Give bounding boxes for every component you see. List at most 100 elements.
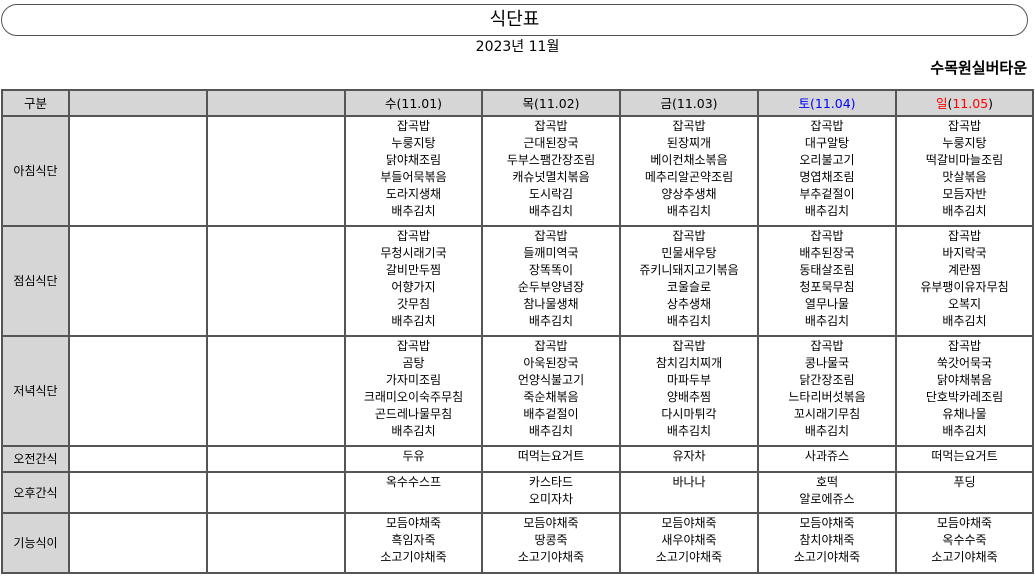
menu-item: 대구알탕	[804, 136, 850, 150]
menu-item: 된장찌개	[666, 136, 712, 150]
organization-name: 수목원실버타운	[930, 59, 1027, 77]
menu-cell: 모듬야채죽 땅콩죽 소고기야채죽	[481, 512, 621, 574]
menu-item: 잡곡밥	[947, 339, 982, 353]
menu-item: 모듬야채죽	[661, 516, 717, 530]
menu-item: 단호박카레조림	[925, 390, 1004, 404]
menu-cell: 사과쥬스	[757, 445, 897, 473]
menu-item: 베이컨채소볶음	[650, 153, 728, 167]
menu-item: 배추김치	[804, 314, 850, 328]
day-date: (11.02)	[533, 96, 580, 111]
menu-item: 참치야채죽	[799, 533, 855, 547]
menu-item: 동태살조림	[799, 263, 855, 277]
day-name: 토	[798, 96, 810, 111]
menu-item: 누룽지탕	[391, 136, 436, 150]
day-header-wed: 수(11.01)	[344, 89, 483, 117]
menu-item: 상추생채	[666, 297, 712, 311]
menu-cell: 푸딩	[895, 471, 1034, 514]
menu-item: 부들어묵볶음	[380, 170, 447, 184]
menu-item: 참나물생채	[523, 297, 579, 311]
menu-cell: 떠먹는요거트	[895, 445, 1034, 473]
menu-item: 배추김치	[666, 424, 712, 438]
menu-item: 잡곡밥	[672, 339, 706, 353]
menu-item: 어향가지	[391, 280, 436, 294]
menu-cell: 잡곡밥 근대된장국 두부스팸간장조림 캐슈넛멸치볶음 도시락김 배추김치	[481, 115, 621, 227]
menu-item: 쑥갓어묵국	[936, 356, 993, 370]
blank-cell	[206, 225, 346, 337]
menu-item: 양배추찜	[666, 390, 712, 404]
blank-cell	[68, 115, 208, 227]
meal-schedule-table: 구분 수(11.01) 목(11.02) 금(11.03) 토(11.04) 일…	[1, 89, 1034, 574]
menu-item: 떠먹는요거트	[517, 449, 585, 463]
menu-cell: 잡곡밥 된장찌개 베이컨채소볶음 메추리알곤약조림 양상추생채 배추김치	[619, 115, 759, 227]
menu-item: 떠먹는요거트	[931, 449, 998, 463]
menu-cell: 잡곡밥 바지락국 계란찜 유부팽이유자무침 오복지 배추김치	[895, 225, 1034, 337]
menu-item: 흑임자죽	[391, 533, 436, 547]
blank-cell	[68, 471, 208, 514]
blank-cell	[206, 445, 346, 473]
menu-cell: 잡곡밥 쑥갓어묵국 닭야채볶음 단호박카레조림 유채나물 배추김치	[895, 335, 1034, 447]
menu-item: 잡곡밥	[810, 119, 844, 133]
day-name: 금	[660, 96, 672, 111]
menu-item: 잡곡밥	[810, 339, 844, 353]
menu-cell: 바나나	[619, 471, 759, 514]
header-row: 구분 수(11.01) 목(11.02) 금(11.03) 토(11.04) 일…	[1, 89, 1034, 117]
menu-item: 소고기야채죽	[931, 550, 998, 564]
menu-item: 배추김치	[391, 204, 436, 218]
menu-item: 모듬야채죽	[799, 516, 855, 530]
menu-item: 카스타드	[528, 475, 574, 489]
menu-cell: 모듬야채죽 흑임자죽 소고기야채죽	[344, 512, 483, 574]
blank-cell	[68, 512, 208, 574]
menu-cell: 모듬야채죽 참치야채죽 소고기야채죽	[757, 512, 897, 574]
menu-item: 모듬자반	[942, 187, 987, 201]
day-date: (11.05)	[947, 96, 994, 111]
menu-item: 배추김치	[528, 204, 574, 218]
menu-item: 호떡	[815, 475, 839, 489]
row-label: 오후간식	[1, 471, 70, 514]
blank-cell	[206, 471, 346, 514]
menu-item: 푸딩	[953, 475, 976, 489]
row-label: 아침식단	[1, 115, 70, 227]
category-header: 구분	[1, 89, 70, 117]
menu-item: 배추김치	[804, 424, 850, 438]
menu-item: 땅콩죽	[534, 533, 568, 547]
day-header-sat: 토(11.04)	[757, 89, 897, 117]
menu-item: 배추김치	[391, 424, 436, 438]
menu-item: 도라지생채	[385, 187, 442, 201]
menu-item: 가자미조림	[385, 373, 442, 387]
menu-item: 배추김치	[666, 314, 712, 328]
menu-cell: 두유	[344, 445, 483, 473]
menu-item: 도시락김	[528, 187, 574, 201]
day-date: (11.03)	[671, 96, 718, 111]
menu-item: 잡곡밥	[396, 119, 431, 133]
menu-item: 언양식불고기	[517, 373, 585, 387]
row-afternoon-snack: 오후간식 옥수수스프 카스타드 오미자차 바나나 호떡 알로에쥬스 푸딩	[1, 471, 1034, 514]
day-header-thu: 목(11.02)	[481, 89, 621, 117]
menu-item: 바지락국	[942, 246, 987, 260]
menu-item: 배추김치	[528, 314, 574, 328]
menu-item: 잡곡밥	[534, 119, 568, 133]
menu-item: 갓무침	[396, 297, 431, 311]
menu-item: 닭간장조림	[799, 373, 855, 387]
menu-cell: 옥수수스프	[344, 471, 483, 514]
menu-item: 누룽지탕	[942, 136, 987, 150]
menu-cell: 잡곡밥 참치김치찌개 마파두부 양배추찜 다시마튀각 배추김치	[619, 335, 759, 447]
menu-item: 쥬키니돼지고기볶음	[639, 263, 739, 277]
menu-item: 닭야채조림	[385, 153, 442, 167]
blank-cell	[206, 115, 346, 227]
blank-header	[206, 89, 346, 117]
menu-cell: 유자차	[619, 445, 759, 473]
row-label: 기능식이	[1, 512, 70, 574]
menu-item: 잡곡밥	[672, 229, 706, 243]
menu-item: 청포묵무침	[799, 280, 855, 294]
menu-item: 닭야채볶음	[936, 373, 993, 387]
menu-item: 잡곡밥	[396, 229, 431, 243]
menu-cell: 떠먹는요거트	[481, 445, 621, 473]
menu-cell: 잡곡밥 누룽지탕 떡갈비마늘조림 맛살볶음 모듬자반 배추김치	[895, 115, 1034, 227]
page-title: 식단표	[1, 4, 1028, 36]
menu-item: 배추김치	[666, 204, 712, 218]
menu-item: 배추된장국	[799, 246, 855, 260]
menu-item: 두유	[402, 449, 425, 463]
menu-item: 들깨미역국	[523, 246, 579, 260]
menu-item: 유자차	[672, 449, 706, 463]
